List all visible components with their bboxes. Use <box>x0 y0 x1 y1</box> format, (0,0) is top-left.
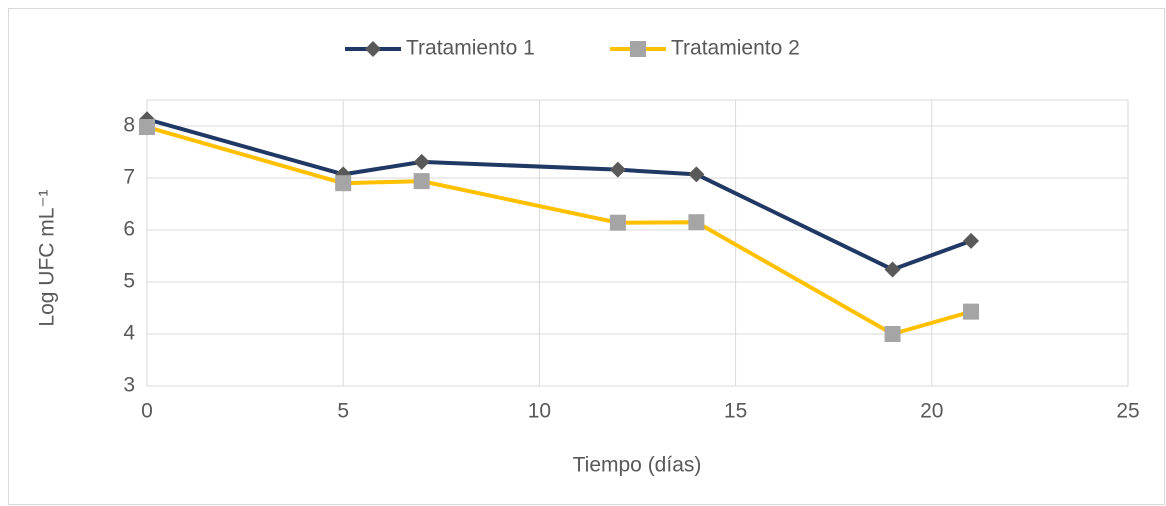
x-tick-label: 0 <box>141 400 153 423</box>
legend-label: Tratamiento 2 <box>671 37 800 60</box>
y-tick-label: 3 <box>123 374 135 397</box>
legend-label: Tratamiento 1 <box>406 37 535 60</box>
chart-frame <box>8 8 1165 505</box>
marker <box>609 161 626 178</box>
marker <box>963 303 980 320</box>
x-tick-label: 5 <box>337 400 349 423</box>
marker <box>963 232 980 249</box>
y-tick-label: 5 <box>123 270 135 293</box>
marker <box>609 214 626 231</box>
y-tick-label: 7 <box>123 166 135 189</box>
x-tick-label: 10 <box>528 400 551 423</box>
x-axis-title: Tiempo (días) <box>573 454 702 477</box>
y-tick-label: 8 <box>123 114 135 137</box>
x-tick-label: 20 <box>920 400 943 423</box>
y-tick-label: 4 <box>123 322 135 345</box>
marker <box>688 166 705 183</box>
marker <box>413 173 430 190</box>
marker <box>365 41 381 57</box>
y-axis-title: Log UFC mL⁻¹ <box>36 189 59 326</box>
x-tick-label: 15 <box>724 400 747 423</box>
marker <box>335 175 352 192</box>
marker <box>413 153 430 170</box>
marker <box>688 214 705 231</box>
y-tick-label: 6 <box>123 218 135 241</box>
x-tick-label: 25 <box>1116 400 1139 423</box>
marker <box>884 261 901 278</box>
marker <box>630 41 646 57</box>
marker <box>139 119 155 136</box>
marker <box>884 326 901 342</box>
